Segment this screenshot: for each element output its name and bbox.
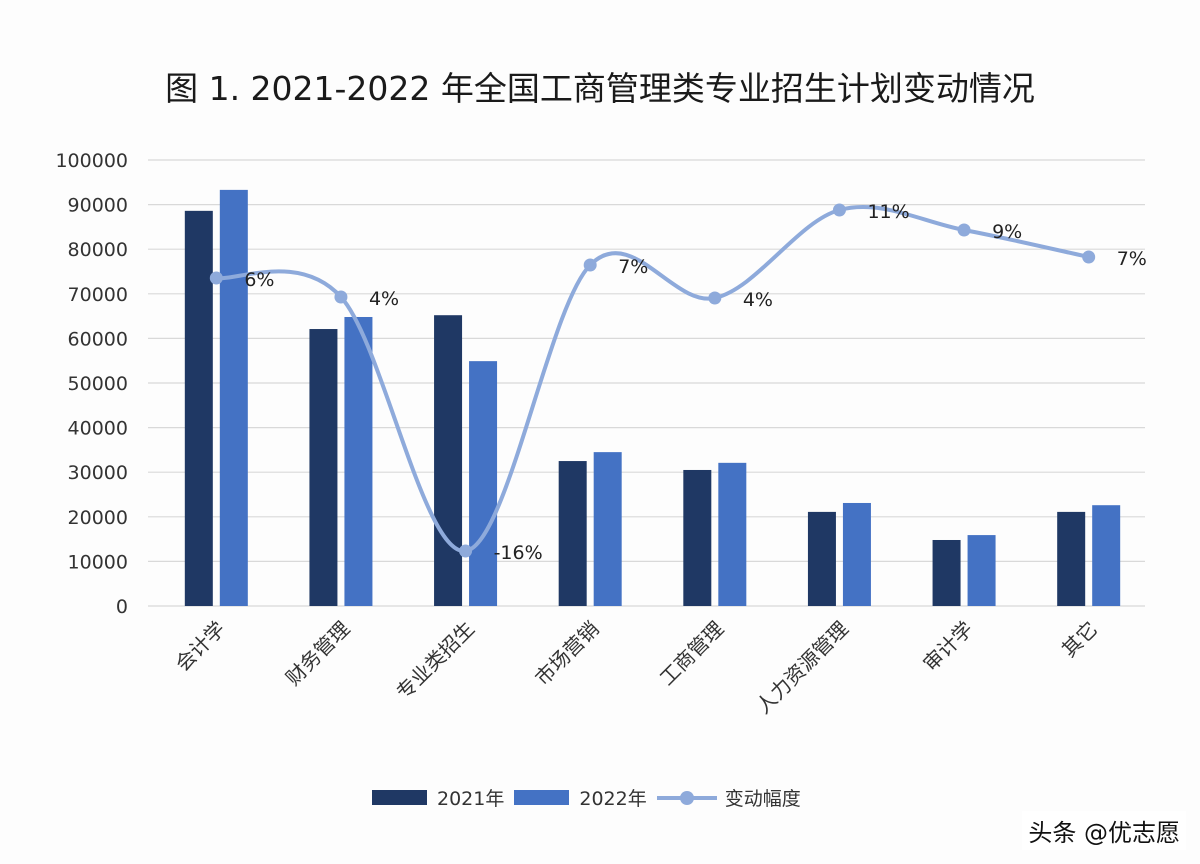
- line-marker: [832, 203, 846, 217]
- bar-2021: [683, 469, 712, 606]
- x-category-label: 财务管理: [281, 617, 355, 691]
- line-marker: [209, 271, 223, 285]
- bar-2021: [807, 511, 836, 606]
- change-data-label: 6%: [244, 269, 274, 291]
- legend-item-2021: 2021年: [372, 784, 504, 811]
- legend-item-2022: 2022年: [514, 784, 647, 811]
- bar-2022: [842, 502, 871, 606]
- change-data-label: 7%: [618, 256, 648, 278]
- y-tick-label: 80000: [68, 239, 128, 261]
- y-tick-label: 90000: [68, 195, 128, 217]
- y-tick-label: 50000: [68, 373, 128, 395]
- legend-line-marker-icon: [656, 789, 717, 807]
- x-category-label: 专业类招生: [391, 617, 479, 705]
- x-category-label: 市场营销: [530, 617, 604, 691]
- line-marker: [583, 258, 597, 272]
- bar-2022: [219, 189, 248, 606]
- line-marker: [459, 544, 473, 558]
- line-marker: [957, 223, 971, 237]
- line-marker: [1082, 250, 1096, 264]
- bar-2022: [718, 462, 747, 606]
- bar-2022: [469, 361, 498, 606]
- y-tick-label: 20000: [68, 507, 128, 529]
- chart-title: 图 1. 2021-2022 年全国工商管理类专业招生计划变动情况: [165, 69, 1035, 108]
- x-category-label: 审计学: [918, 617, 977, 676]
- bar-2022: [344, 316, 373, 606]
- legend-swatch-2021: [372, 790, 427, 805]
- bar-2022: [1092, 505, 1121, 606]
- y-tick-label: 10000: [68, 551, 128, 573]
- bar-2021: [434, 315, 463, 606]
- change-data-label: 11%: [867, 201, 909, 223]
- change-data-label: 7%: [1117, 248, 1147, 270]
- y-tick-label: 0: [116, 596, 128, 618]
- bar-2021: [932, 539, 961, 606]
- line-marker: [334, 290, 348, 304]
- change-data-label: 4%: [743, 289, 773, 311]
- y-tick-label: 100000: [55, 150, 128, 172]
- x-category-label: 其它: [1057, 617, 1102, 662]
- legend-label-change: 变动幅度: [724, 788, 801, 810]
- bar-2021: [309, 329, 338, 606]
- bar-2022: [593, 452, 622, 606]
- bar-2021: [1057, 511, 1086, 606]
- y-tick-label: 40000: [68, 418, 128, 440]
- change-data-label: -16%: [494, 542, 543, 564]
- y-tick-label: 30000: [68, 462, 128, 484]
- x-category-label: 会计学: [170, 617, 229, 676]
- legend-label-2022: 2022年: [579, 788, 647, 810]
- source-watermark: 头条 @优志愿: [1022, 811, 1186, 850]
- legend-swatch-2022: [514, 790, 570, 805]
- change-data-label: 9%: [992, 221, 1022, 243]
- line-marker: [708, 291, 722, 305]
- y-tick-label: 70000: [68, 284, 128, 306]
- change-data-label: 4%: [369, 288, 399, 310]
- y-tick-label: 60000: [68, 328, 128, 350]
- bar-2022: [967, 535, 996, 606]
- bar-2021: [558, 461, 587, 606]
- bar-2021: [184, 210, 213, 606]
- x-category-label: 工商管理: [655, 617, 729, 691]
- chart-legend: 2021年 2022年 变动幅度: [372, 784, 811, 811]
- legend-label-2021: 2021年: [437, 788, 505, 810]
- legend-item-change: 变动幅度: [656, 784, 801, 811]
- x-category-label: 人力资源管理: [751, 617, 853, 719]
